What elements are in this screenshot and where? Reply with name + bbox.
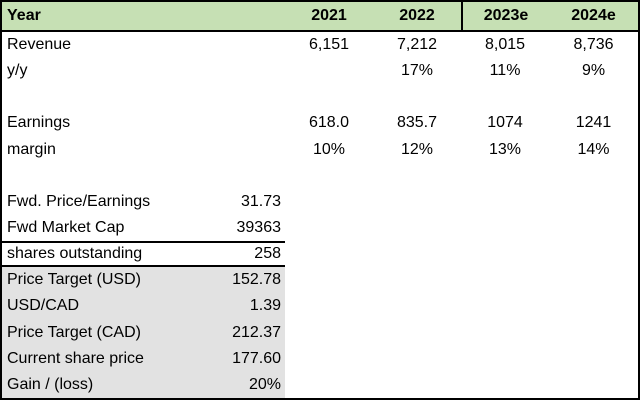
header-cell-2021: 2021 (311, 7, 347, 24)
row-head: Revenue (2, 32, 285, 58)
row-value: 177.60 (232, 349, 281, 367)
row-label: shares outstanding (7, 245, 143, 263)
cell-yoy-2023e: 11% (489, 62, 521, 80)
table-row-yoy: y/y 17% 11% 9% (2, 58, 638, 84)
cell-revenue-2024e: 8,736 (573, 36, 614, 54)
table-row-earnings: Earnings 618.0 835.7 1074 1241 (2, 110, 638, 136)
row-head: Price Target (CAD) 212.37 (2, 319, 285, 346)
cell-margin-2022: 12% (400, 140, 434, 158)
row-head: USD/CAD 1.39 (2, 293, 285, 320)
cell-margin-2021: 10% (312, 140, 346, 158)
row-label: Revenue (7, 36, 72, 54)
table-row-fwd-market-cap: Fwd Market Cap 39363 (2, 215, 638, 241)
row-label: y/y (7, 62, 28, 80)
cell-earnings-2023e: 1074 (487, 114, 523, 132)
row-label: USD/CAD (7, 297, 80, 315)
row-label: Fwd. Price/Earnings (7, 192, 151, 210)
row-label: Current share price (7, 349, 144, 367)
row-value: 1.39 (249, 297, 281, 315)
row-value: 20% (248, 375, 281, 393)
row-value: 31.73 (240, 192, 281, 210)
cell-yoy-2021 (285, 58, 373, 84)
table-header-row: Year 2021 2022 2023e 2024e (2, 2, 638, 32)
row-label: margin (7, 140, 56, 158)
table-row-current-share-price: Current share price 177.60 (2, 345, 638, 372)
row-head: margin (2, 137, 285, 163)
cell-revenue-2021: 6,151 (308, 36, 350, 54)
table-row-fwd-pe: Fwd. Price/Earnings 31.73 (2, 189, 638, 215)
table-row-usd-cad: USD/CAD 1.39 (2, 293, 638, 320)
cell-yoy-2024e: 9% (581, 62, 606, 80)
cell-margin-2023e: 13% (488, 140, 522, 158)
row-value: 258 (254, 245, 281, 263)
row-head (2, 163, 285, 189)
row-head: shares outstanding 258 (2, 241, 285, 268)
year-header-label: Year (7, 7, 41, 24)
row-head: Earnings (2, 110, 285, 136)
cell-revenue-2022: 7,212 (396, 36, 438, 54)
table-row-margin: margin 10% 12% 13% 14% (2, 137, 638, 163)
cell-revenue-2023e: 8,015 (484, 36, 526, 54)
table-row-price-target-cad: Price Target (CAD) 212.37 (2, 319, 638, 346)
header-cell-2023e: 2023e (461, 2, 549, 30)
row-label: Gain / (loss) (7, 375, 94, 393)
header-cell-year: Year (2, 2, 285, 30)
cell-margin-2024e: 14% (577, 140, 610, 158)
table-row-revenue: Revenue 6,151 7,212 8,015 8,736 (2, 32, 638, 58)
row-label: Fwd Market Cap (7, 219, 125, 237)
row-head: y/y (2, 58, 285, 84)
table-row-blank (2, 84, 638, 110)
cell-earnings-2022: 835.7 (396, 114, 438, 132)
row-head (2, 84, 285, 110)
row-label: Price Target (CAD) (7, 323, 141, 341)
row-head: Fwd. Price/Earnings 31.73 (2, 189, 285, 215)
table-row-shares-outstanding: shares outstanding 258 (2, 241, 638, 268)
row-value: 212.37 (232, 323, 281, 341)
row-value: 39363 (236, 219, 282, 237)
table-row-gain-loss: Gain / (loss) 20% (2, 371, 638, 398)
row-label: Price Target (USD) (7, 271, 141, 289)
cell-earnings-2021: 618.0 (308, 114, 350, 132)
row-value: 152.78 (232, 271, 281, 289)
cell-earnings-2024e: 1241 (575, 114, 612, 132)
cell-yoy-2022: 17% (400, 62, 434, 80)
header-cell-2022: 2022 (399, 7, 435, 24)
table-row-price-target-usd: Price Target (USD) 152.78 (2, 267, 638, 294)
row-head: Current share price 177.60 (2, 345, 285, 372)
header-cell-2024e: 2024e (571, 7, 616, 24)
row-head: Fwd Market Cap 39363 (2, 215, 285, 241)
row-head: Gain / (loss) 20% (2, 371, 285, 398)
row-head: Price Target (USD) 152.78 (2, 267, 285, 294)
table-row-blank (2, 163, 638, 189)
row-label: Earnings (7, 114, 71, 132)
